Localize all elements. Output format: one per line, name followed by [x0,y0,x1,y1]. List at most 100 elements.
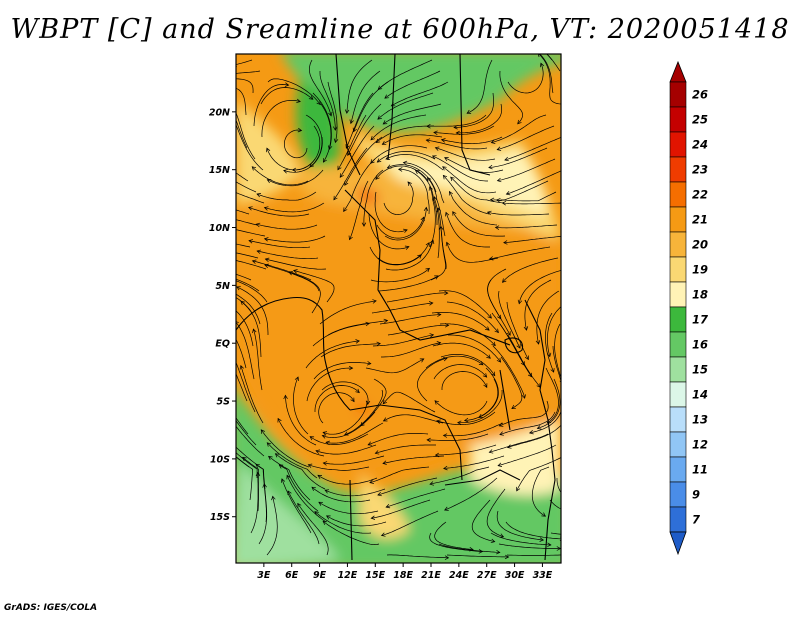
streamline [240,300,262,358]
streamline-arrow [432,196,438,201]
streamline-arrow [377,115,382,120]
streamline [381,342,441,358]
streamline [383,414,444,424]
streamline [560,357,561,361]
streamline [236,293,261,325]
streamline-arrow [314,511,319,516]
colorbar-label: 19 [692,263,708,277]
streamline [518,269,561,304]
streamline-arrow [339,173,344,178]
streamline [505,521,561,540]
streamline [440,353,496,376]
streamline [434,521,474,551]
streamline-arrow [345,144,350,149]
field-yellow-south [360,475,410,539]
streamline-arrow [562,403,566,407]
streamline [372,334,434,347]
streamline-arrow [516,486,521,492]
streamline [427,433,489,441]
streamline [297,503,329,556]
streamline [236,119,248,149]
streamline-arrow [375,175,380,180]
streamline-arrow [256,249,261,254]
streamline-arrow [277,417,282,423]
streamline-arrow [486,210,492,216]
streamline-arrow [350,397,355,403]
streamline [384,207,427,241]
streamline [496,191,557,202]
streamline [445,212,490,248]
streamline-arrow [374,450,380,455]
streamline [279,464,319,512]
streamline [322,400,368,435]
streamline-arrow [322,461,328,466]
streamline-arrow [442,174,448,180]
streamline-arrow [297,127,303,133]
streamline [490,532,551,546]
streamline [275,453,326,490]
longitude-axis: 3E 6E 9E 12E 15E 18E 21E 24E 27E 30E 33E [257,563,553,581]
streamline [312,323,370,347]
streamline [256,191,317,201]
streamline [391,81,449,107]
lon-tick-label: 27E [477,570,497,581]
streamline-arrow [442,433,448,438]
streamline-arrow [251,259,257,264]
streamline-arrow [236,321,239,324]
streamline-arrow [344,109,350,114]
streamline [370,145,428,164]
streamline-arrow [309,436,315,441]
streamline-arrow [231,420,235,424]
streamline-arrow [344,431,349,436]
colorbar-label: 9 [692,488,700,502]
lon-tick-label: 12E [338,570,358,581]
lon-tick-label: 18E [393,570,413,581]
streamline [236,452,258,478]
streamline [495,224,558,229]
streamline-arrow [443,356,448,362]
streamline [311,486,371,503]
streamline [498,290,521,349]
streamline-arrow [370,135,375,141]
streamline [491,114,547,144]
streamline [377,477,438,496]
streamline [441,371,488,390]
streamline [453,92,494,128]
streamline [443,455,505,469]
streamline-arrow [348,235,353,241]
streamline [377,242,430,265]
streamline-arrow [385,503,391,509]
streamline [490,180,549,201]
streamline-arrow [511,404,516,409]
streamline [438,543,500,553]
streamline-arrow [524,355,529,361]
streamline-arrow [428,186,433,191]
streamline [320,103,332,163]
colorbar-swatch [669,381,687,408]
border-lake-tanganyika [499,369,511,431]
streamline [309,433,369,445]
colorbar-label: 23 [692,163,708,177]
streamline-arrow [231,414,235,418]
streamline [434,196,440,259]
lat-tick-label: EQ [215,339,230,350]
streamline-arrow [443,465,448,471]
colorbar-label: 20 [692,238,708,252]
streamline-arrow [365,321,370,327]
colorbar-swatch [669,231,687,258]
streamline-arrow [440,138,446,143]
streamline-arrow [280,478,286,483]
streamline [382,391,436,413]
streamline [507,424,561,448]
colorbar-swatch [669,356,687,383]
streamline [253,84,289,127]
colorbar-label: 26 [692,88,708,102]
streamline [283,136,323,173]
streamline-arrow [231,307,235,311]
streamline-arrow [236,286,241,291]
streamline [236,321,255,380]
streamline-arrow [294,376,299,382]
field-green-light [236,460,340,563]
lat-tick-label: 10N [209,223,230,234]
streamline [444,477,498,511]
